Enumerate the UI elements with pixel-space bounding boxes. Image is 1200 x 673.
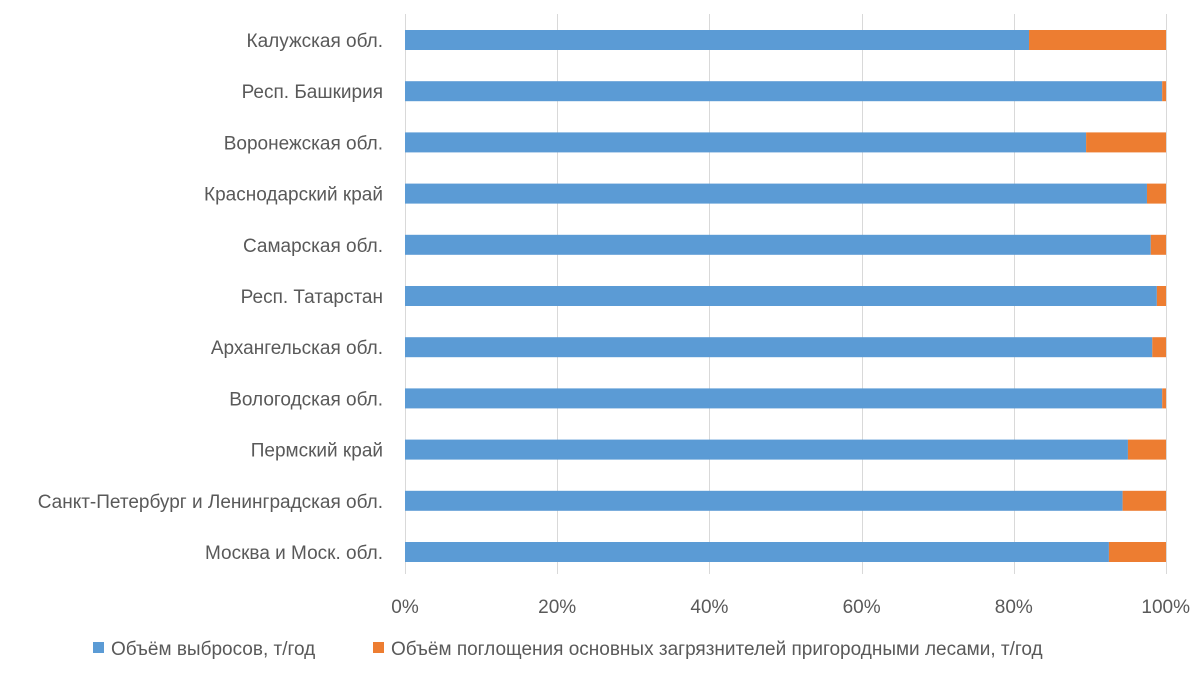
bar-absorption: [1152, 337, 1166, 358]
category-label: Санкт-Петербург и Ленинградская обл.: [38, 492, 383, 513]
category-label: Респ. Татарстан: [241, 287, 383, 308]
bar-emissions: [405, 286, 1157, 306]
category-label: Вологодская обл.: [229, 389, 383, 410]
category-label: Калужская обл.: [247, 31, 383, 52]
category-label: Респ. Башкирия: [242, 82, 383, 103]
category-label: Москва и Моск. обл.: [205, 543, 383, 564]
bar-absorption: [1108, 542, 1166, 562]
x-tick-label: 60%: [843, 597, 881, 618]
category-label: Пермский край: [251, 441, 383, 462]
bar-emissions: [405, 234, 1151, 255]
bar-absorption: [1162, 81, 1166, 102]
legend-swatch: [373, 642, 384, 653]
bar-absorption: [1122, 490, 1166, 511]
bar-emissions: [405, 542, 1109, 562]
bar-emissions: [405, 337, 1153, 358]
bar-emissions: [405, 388, 1163, 409]
category-label: Воронежская обл.: [224, 133, 383, 154]
legend-label: Объём поглощения основных загрязнителей …: [391, 639, 1043, 660]
bar-absorption: [1156, 286, 1166, 306]
bar-emissions: [405, 439, 1128, 460]
bar-absorption: [1086, 132, 1166, 153]
bar-emissions: [405, 183, 1147, 204]
x-tick-label: 40%: [690, 597, 728, 618]
bars-layer: [405, 30, 1166, 562]
bar-emissions: [405, 81, 1163, 102]
legend-swatch: [93, 642, 104, 653]
category-label: Архангельская обл.: [211, 338, 383, 359]
bar-absorption: [1029, 30, 1166, 50]
bar-absorption: [1150, 234, 1166, 255]
bar-absorption: [1162, 388, 1166, 409]
bar-emissions: [405, 30, 1030, 50]
x-tick-label: 0%: [391, 597, 419, 618]
x-tick-labels: 0% 20% 40% 60% 80% 100%: [391, 597, 1190, 618]
legend: Объём выбросов, т/год Объём поглощения ос…: [93, 639, 1043, 660]
x-tick-label: 20%: [538, 597, 576, 618]
x-tick-label: 80%: [995, 597, 1033, 618]
bar-absorption: [1127, 439, 1166, 460]
x-tick-label: 100%: [1141, 597, 1190, 618]
bar-emissions: [405, 490, 1123, 511]
category-label: Краснодарский край: [204, 185, 383, 206]
category-labels: Калужская обл. Респ. Башкирия Воронежская …: [38, 31, 383, 564]
category-label: Самарская обл.: [243, 236, 383, 257]
bar-absorption: [1146, 183, 1166, 204]
legend-label: Объём выбросов, т/год: [111, 639, 315, 660]
bar-emissions: [405, 132, 1087, 153]
